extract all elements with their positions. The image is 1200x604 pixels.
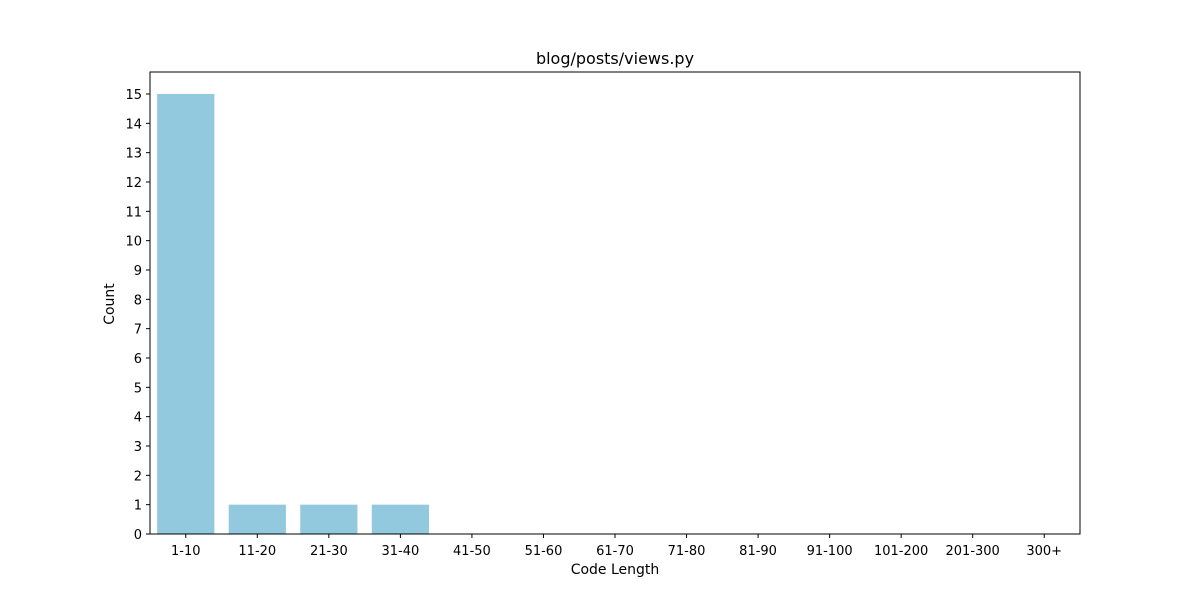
- x-tick-label: 61-70: [596, 544, 634, 559]
- y-axis-label: Count: [102, 283, 118, 325]
- x-tick-label: 1-10: [171, 544, 201, 559]
- y-tick-label: 4: [134, 411, 142, 426]
- x-tick-label: 21-30: [310, 544, 348, 559]
- y-tick-label: 6: [134, 352, 142, 367]
- x-axis-label: Code Length: [571, 562, 660, 578]
- chart-title: blog/posts/views.py: [536, 49, 694, 68]
- x-tick-label: 201-300: [946, 544, 1000, 559]
- y-tick-label: 10: [125, 235, 142, 250]
- y-tick-label: 9: [134, 264, 142, 279]
- y-tick-label: 15: [125, 88, 142, 103]
- y-tick-label: 13: [125, 147, 142, 162]
- y-tick-label: 8: [134, 293, 142, 308]
- x-tick-label: 101-200: [874, 544, 928, 559]
- bar-31-40: [371, 504, 429, 534]
- x-axis: 1-10 11-20 21-30 31-40 41-50 51-60 61-70 71-80 8…: [171, 534, 1062, 559]
- x-tick-label: 51-60: [525, 544, 563, 559]
- bar-series: [157, 94, 429, 534]
- plot-area-frame: [149, 71, 1081, 535]
- y-tick-label: 5: [134, 381, 142, 396]
- y-tick-label: 11: [125, 205, 142, 220]
- x-tick-label: 91-100: [807, 544, 853, 559]
- y-tick-label: 1: [134, 499, 142, 514]
- y-tick-label: 14: [125, 117, 142, 132]
- y-tick-label: 2: [134, 469, 142, 484]
- y-tick-label: 12: [125, 176, 142, 191]
- x-tick-label: 41-50: [453, 544, 491, 559]
- y-tick-label: 0: [134, 528, 142, 543]
- y-tick-label: 3: [134, 440, 142, 455]
- x-tick-label: 11-20: [238, 544, 276, 559]
- y-tick-label: 7: [134, 323, 142, 338]
- bar-21-30: [300, 504, 358, 534]
- x-tick-label: 300+: [1026, 544, 1062, 559]
- x-tick-label: 31-40: [381, 544, 419, 559]
- bar-11-20: [228, 504, 286, 534]
- x-tick-label: 71-80: [668, 544, 706, 559]
- x-tick-label: 81-90: [739, 544, 777, 559]
- bar-1-10: [157, 94, 215, 534]
